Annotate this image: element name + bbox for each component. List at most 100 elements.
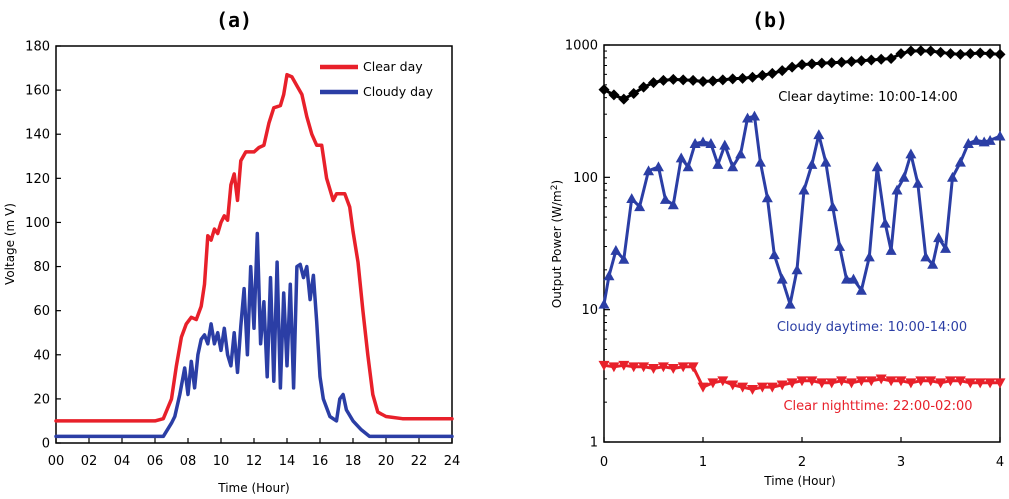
panel-b-x-tick-label: 1 (699, 455, 707, 470)
panel-b-x-tick-label: 4 (996, 455, 1004, 470)
panel-b-y-axis-label: Output Power (W/m2) (550, 180, 564, 308)
marker-clear-nighttime (657, 362, 669, 373)
panel-b-title: (b) (752, 8, 788, 32)
panel-b-y-tick-label: 10 (581, 303, 598, 318)
panel-b-y-tick-label: 100 (573, 171, 598, 186)
marker-clear-nighttime (945, 376, 956, 387)
panel-a-y-tick-label: 80 (33, 260, 50, 275)
marker-cloudy-daytime (984, 134, 996, 145)
marker-clear-daytime (964, 48, 976, 60)
marker-clear-nighttime (598, 360, 610, 371)
marker-clear-daytime (657, 74, 669, 86)
marker-cloudy-daytime (675, 152, 687, 163)
marker-clear-daytime (945, 48, 956, 60)
marker-cloudy-daytime (610, 244, 622, 255)
marker-cloudy-daytime (727, 161, 739, 172)
panel-a-title: (a) (216, 8, 252, 32)
marker-clear-daytime (915, 45, 927, 57)
marker-cloudy-daytime (791, 264, 803, 275)
marker-cloudy-daytime (719, 139, 731, 150)
marker-cloudy-daytime (954, 156, 966, 167)
marker-cloudy-daytime (940, 242, 952, 253)
marker-clear-nighttime (608, 362, 620, 373)
marker-cloudy-daytime (798, 184, 810, 195)
marker-cloudy-daytime (927, 258, 939, 269)
marker-clear-nighttime (875, 374, 887, 385)
marker-cloudy-daytime (643, 165, 655, 176)
panel-a-x-tick-label: 16 (312, 454, 329, 469)
marker-cloudy-daytime (871, 161, 883, 172)
panel-b-y-tick-label: 1000 (565, 39, 598, 54)
panel-a-x-tick-label: 24 (444, 454, 461, 469)
marker-clear-nighttime (628, 362, 640, 373)
panel-a-x-tick-label: 18 (345, 454, 362, 469)
marker-cloudy-daytime (820, 156, 832, 167)
marker-cloudy-daytime (689, 138, 701, 148)
marker-clear-nighttime (747, 384, 758, 395)
marker-clear-nighttime (855, 376, 867, 387)
marker-cloudy-daytime (761, 192, 773, 203)
marker-cloudy-daytime (634, 201, 646, 212)
marker-cloudy-daytime (933, 232, 945, 243)
marker-clear-nighttime (925, 376, 937, 387)
marker-clear-nighttime (974, 378, 986, 389)
marker-cloudy-daytime (626, 193, 638, 204)
marker-cloudy-daytime (682, 161, 694, 172)
marker-clear-nighttime (816, 378, 828, 389)
marker-clear-nighttime (915, 376, 927, 387)
marker-cloudy-daytime (898, 171, 910, 182)
marker-clear-nighttime (687, 362, 699, 373)
marker-clear-nighttime (905, 378, 917, 389)
marker-clear-daytime (974, 47, 986, 59)
marker-cloudy-daytime (603, 270, 615, 281)
panel-a-voltage-chart: (a) 0 20 40 60 80 100 120 140 160 180 00 02 04 06 08 1… (3, 8, 460, 495)
marker-clear-nighttime (796, 376, 808, 387)
marker-clear-daytime (796, 59, 808, 71)
series-line-cloudy-daytime (602, 114, 1001, 306)
marker-cloudy-daytime (891, 184, 903, 195)
marker-clear-nighttime (756, 382, 768, 393)
marker-clear-nighttime (766, 382, 778, 393)
marker-clear-daytime (855, 55, 867, 67)
panel-a-y-tick-label: 40 (33, 348, 50, 363)
marker-clear-nighttime (954, 376, 966, 387)
marker-clear-nighttime (806, 376, 818, 387)
marker-clear-daytime (984, 48, 996, 60)
marker-clear-nighttime (677, 362, 689, 373)
marker-clear-daytime (836, 56, 848, 68)
marker-clear-daytime (816, 57, 828, 69)
marker-clear-daytime (776, 65, 788, 77)
panel-a-x-tick-label: 08 (180, 454, 197, 469)
panel-a-y-tick-label: 0 (42, 437, 50, 452)
marker-clear-daytime (638, 81, 650, 93)
panel-b-x-tick-label: 0 (600, 455, 608, 470)
marker-clear-nighttime (786, 378, 798, 389)
panel-a-x-ticks: 00 02 04 06 08 10 12 14 16 18 20 22 24 (48, 438, 461, 469)
panel-a-x-tick-label: 14 (279, 454, 296, 469)
panel-a-y-tick-label: 180 (25, 40, 50, 55)
marker-cloudy-daytime (834, 241, 846, 251)
marker-clear-daytime (806, 58, 818, 70)
marker-clear-daytime (608, 89, 620, 101)
marker-cloudy-daytime (784, 298, 796, 309)
marker-clear-nighttime (697, 382, 709, 393)
marker-cloudy-daytime (598, 298, 610, 309)
panel-a-x-tick-label: 00 (48, 454, 65, 469)
panel-b-series (598, 45, 1006, 395)
panel-b-y-ticks: 1 10 100 1000 (565, 39, 610, 451)
marker-clear-nighttime (836, 376, 848, 387)
marker-clear-nighttime (826, 378, 838, 389)
marker-clear-nighttime (935, 378, 947, 389)
marker-cloudy-daytime (863, 251, 875, 262)
marker-cloudy-daytime (735, 148, 747, 159)
panel-a-y-tick-label: 120 (25, 172, 50, 187)
marker-cloudy-daytime (970, 134, 982, 145)
marker-clear-daytime (766, 67, 778, 79)
panel-a-series (54, 72, 454, 439)
marker-cloudy-daytime (705, 138, 717, 148)
marker-clear-daytime (865, 54, 877, 66)
panel-a-x-tick-label: 02 (81, 454, 98, 469)
marker-clear-nighttime (707, 378, 719, 389)
marker-clear-nighttime (727, 380, 739, 391)
